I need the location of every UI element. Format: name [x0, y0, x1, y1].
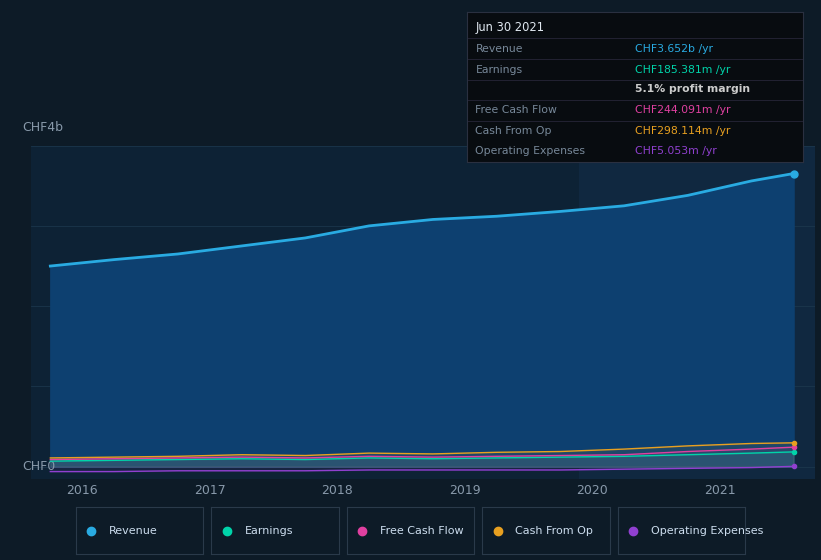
Text: Cash From Op: Cash From Op: [475, 125, 552, 136]
Text: Revenue: Revenue: [109, 526, 158, 535]
Text: CHF0: CHF0: [22, 460, 55, 473]
Text: CHF5.053m /yr: CHF5.053m /yr: [635, 146, 717, 156]
Text: Earnings: Earnings: [475, 65, 522, 74]
Text: Jun 30 2021: Jun 30 2021: [475, 21, 544, 34]
Text: Operating Expenses: Operating Expenses: [475, 146, 585, 156]
Text: CHF185.381m /yr: CHF185.381m /yr: [635, 65, 731, 74]
Text: CHF3.652b /yr: CHF3.652b /yr: [635, 44, 713, 54]
Text: Earnings: Earnings: [245, 526, 293, 535]
Text: Operating Expenses: Operating Expenses: [651, 526, 764, 535]
Text: Free Cash Flow: Free Cash Flow: [475, 105, 557, 115]
Text: CHF298.114m /yr: CHF298.114m /yr: [635, 125, 731, 136]
Text: Revenue: Revenue: [475, 44, 523, 54]
Text: CHF4b: CHF4b: [22, 121, 62, 134]
Text: CHF244.091m /yr: CHF244.091m /yr: [635, 105, 731, 115]
Bar: [580, 146, 815, 479]
Text: Cash From Op: Cash From Op: [516, 526, 594, 535]
Text: Free Cash Flow: Free Cash Flow: [380, 526, 464, 535]
Text: 5.1% profit margin: 5.1% profit margin: [635, 83, 750, 94]
